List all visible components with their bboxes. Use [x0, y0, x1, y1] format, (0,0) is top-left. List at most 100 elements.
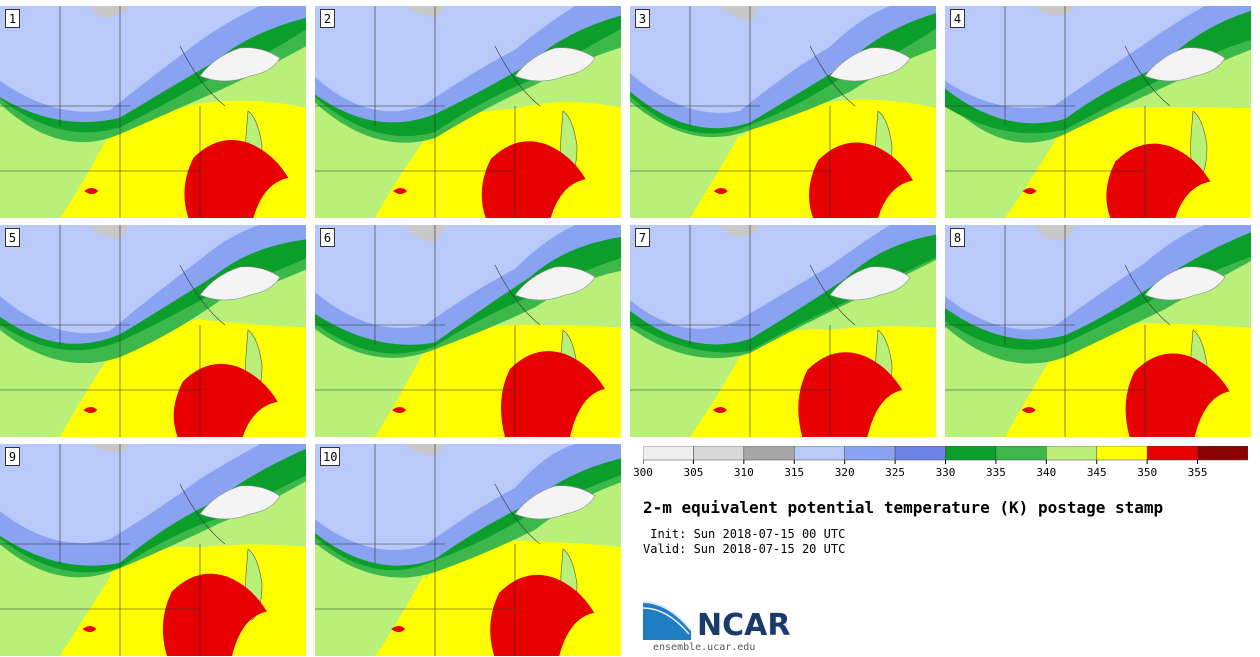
red-hot-region — [173, 363, 278, 437]
theta-e-map — [0, 444, 306, 656]
member-number-label: 5 — [5, 228, 20, 247]
gray-patch — [90, 225, 129, 239]
theta-e-map — [630, 6, 936, 218]
red-hot-region — [798, 352, 903, 437]
red-spot — [712, 407, 727, 413]
member-panel-7: 7 — [630, 225, 936, 437]
red-spot — [82, 626, 97, 632]
gray-patch — [1035, 225, 1074, 241]
red-spot — [83, 407, 98, 413]
state-boundaries — [630, 225, 856, 437]
state-boundaries — [0, 225, 226, 437]
member-panel-6: 6 — [315, 225, 621, 437]
red-spot — [391, 626, 406, 632]
red-spot — [1021, 407, 1036, 413]
member-panel-5: 5 — [0, 225, 306, 437]
colorbar-tick-label: 330 — [935, 466, 956, 479]
colorbar-tick-label: 355 — [1187, 466, 1208, 479]
member-number-label: 8 — [950, 228, 965, 247]
theta-e-map — [315, 6, 621, 218]
colorbar-segment — [995, 446, 1047, 461]
member-number-label: 10 — [320, 447, 341, 466]
colorbar-segment — [1096, 446, 1148, 461]
light-blue-region — [945, 6, 1205, 109]
member-panel-10: 10 — [315, 444, 621, 656]
gray-patch — [720, 6, 759, 23]
gray-patch — [405, 444, 444, 457]
colorbar-tick-label: 320 — [834, 466, 855, 479]
colorbar-tick-label: 300 — [633, 466, 653, 479]
light-blue-region — [315, 225, 575, 328]
gray-patch — [90, 6, 129, 18]
logo-wordmark: NCAR — [697, 608, 791, 643]
colorbar-segment — [643, 446, 694, 461]
colorbar-tick-label: 305 — [683, 466, 704, 479]
ncar-logo-icon — [643, 601, 692, 640]
member-panel-1: 1 — [0, 6, 306, 218]
lake-superior — [829, 47, 911, 82]
lake-superior — [514, 47, 596, 82]
light-blue-region — [945, 225, 1205, 330]
theta-e-map — [315, 225, 621, 437]
light-blue-region — [0, 6, 260, 112]
colorbar-segment — [945, 446, 997, 461]
gray-patch — [720, 225, 759, 238]
theta-e-map — [315, 444, 621, 656]
red-hot-region — [500, 351, 605, 437]
valid-time: Valid: Sun 2018-07-15 20 UTC — [643, 542, 846, 556]
lake-superior — [514, 266, 596, 301]
state-boundaries — [945, 6, 1171, 218]
init-time: Init: Sun 2018-07-15 00 UTC — [643, 527, 846, 541]
state-boundaries — [315, 225, 541, 437]
red-spot — [393, 188, 408, 194]
colorbar-tick-label: 310 — [733, 466, 754, 479]
member-panel-9: 9 — [0, 444, 306, 656]
red-hot-region — [1125, 353, 1230, 437]
light-blue-region — [315, 444, 575, 550]
colorbar-tick-label: 325 — [885, 466, 906, 479]
colorbar-segment — [1197, 446, 1248, 461]
theta-e-map — [0, 225, 306, 437]
colorbar-tick-label: 345 — [1086, 466, 1107, 479]
colorbar-segment — [894, 446, 946, 461]
red-spot — [84, 188, 99, 194]
red-hot-region — [1106, 143, 1211, 218]
member-number-label: 2 — [320, 9, 335, 28]
colorbar — [643, 446, 1248, 464]
lake-superior — [1144, 266, 1226, 301]
colorbar-tick-label: 335 — [985, 466, 1006, 479]
red-hot-region — [809, 142, 914, 218]
state-boundaries — [315, 444, 541, 656]
light-blue-region — [630, 6, 890, 113]
lake-superior — [829, 266, 911, 301]
colorbar-segment — [693, 446, 745, 461]
light-blue-region — [315, 6, 575, 112]
colorbar-segment — [743, 446, 795, 461]
state-boundaries — [945, 225, 1171, 437]
member-number-label: 4 — [950, 9, 965, 28]
gray-patch — [405, 6, 444, 18]
lake-superior — [1144, 47, 1226, 82]
lake-superior — [199, 47, 281, 82]
colorbar-segment — [1146, 446, 1198, 461]
red-hot-region — [490, 574, 595, 656]
theta-e-map — [945, 6, 1251, 218]
gray-patch — [1035, 6, 1074, 16]
gray-patch — [405, 225, 444, 243]
member-number-label: 7 — [635, 228, 650, 247]
colorbar-segment — [794, 446, 845, 461]
light-blue-region — [0, 444, 260, 544]
red-spot — [1022, 188, 1037, 194]
state-boundaries — [630, 6, 856, 218]
lake-superior — [199, 485, 281, 520]
member-number-label: 3 — [635, 9, 650, 28]
gray-patch — [90, 444, 129, 452]
theta-e-map — [630, 225, 936, 437]
red-spot — [713, 188, 728, 194]
member-number-label: 6 — [320, 228, 335, 247]
red-hot-region — [184, 140, 289, 218]
member-panel-8: 8 — [945, 225, 1251, 437]
state-boundaries — [315, 6, 541, 218]
theta-e-map — [0, 6, 306, 218]
state-boundaries — [0, 444, 226, 656]
